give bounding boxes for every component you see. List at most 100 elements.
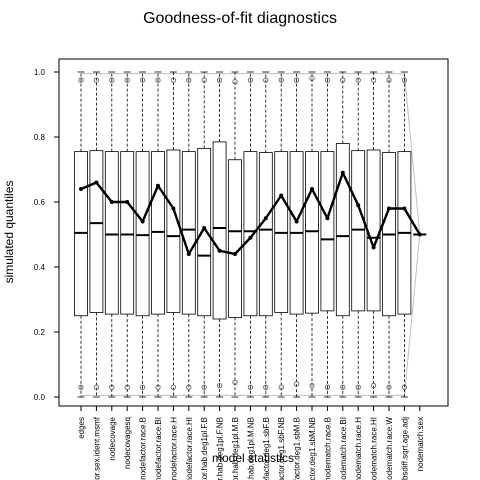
x-tick-label: nodematch.race.BI [339,417,348,480]
outlier-point [263,384,269,390]
observed-point [217,248,222,253]
x-tick-label: nodefactor.hab.deg1pl.M.NB [246,417,255,480]
outlier-point [78,77,84,83]
box-body [351,150,366,312]
box-2 [89,71,104,398]
x-tick-label: nodematch.race.B [323,417,332,480]
y-axis: 0.0 0.2 0.4 0.6 0.8 1.0 [34,68,60,402]
observed-point [417,232,422,237]
outlier-point [293,381,300,387]
box-body [366,149,381,312]
x-tick-label: nodefactor.race.HI [185,417,194,480]
box-body [197,147,212,317]
outlier-point [247,384,253,390]
box-12 [243,71,258,398]
observed-point [248,235,253,240]
box-4 [120,71,135,398]
x-tick-label: nodecovage [108,416,117,460]
x-tick-label: nodefactor.race.H [169,417,178,480]
observed-point [310,187,314,191]
box-body [120,151,135,315]
box-body [104,151,119,315]
x-tick-label: nodematch.sex [416,417,425,471]
observed-point [186,252,191,256]
x-tick-label: nodematch.race.W [385,417,394,480]
outlier-point [386,77,392,83]
outlier-point [263,77,269,83]
box-body [335,143,350,317]
box-6 [151,71,165,398]
box-body [320,151,335,312]
outlier-point [155,384,161,390]
x-tick-label: nodefactor.hab.deg1pl.F.B [200,417,209,480]
x-tick-label: nodematch.race.HI [370,417,379,480]
observed-point [109,200,114,204]
box-body [166,149,181,313]
observed-point [94,180,99,185]
outlier-point [309,383,315,389]
box-5 [135,71,150,398]
box-body [228,159,242,318]
outlier-point [370,383,377,389]
box-7 [166,71,181,398]
y-tick-label: 0.8 [34,133,46,142]
outlier-point [93,384,100,390]
x-tick-label: nodecovagesq [123,417,132,469]
observed-point [171,206,176,211]
x-tick-label: nodefactor.sex.ident.msmf [92,416,101,480]
x-axis: edges nodefactor.sex.ident.msmf nodecovage… [77,405,425,480]
outlier-point [232,79,238,85]
chart-title: Goodness-of-fit diagnostics [143,10,337,27]
outlier-point [309,75,315,82]
observed-point [79,187,83,191]
outlier-point [93,77,100,83]
x-tick-label: nodefactor.race.BI [154,417,163,480]
outlier-point [355,77,361,83]
outlier-point [324,77,330,83]
x-tick-label: nodefactor.deg1.sbM.B [293,417,302,480]
outlier-point [340,77,346,83]
box-3 [104,71,119,398]
observed-point [402,206,407,211]
observed-point [340,170,345,175]
y-tick-label: 0.6 [34,198,46,207]
outlier-point [109,77,115,83]
x-tick-label: nodefactor.deg1.sbF.B [262,417,271,480]
box-16 [305,71,319,398]
outlier-point [340,384,346,390]
y-tick-label: 0.4 [34,263,46,272]
box-15 [289,71,304,398]
x-tick-label: nodefactor.race.B [139,417,148,480]
box-body [212,141,227,320]
outlier-point [217,77,223,83]
box-17 [320,71,335,398]
outlier-point [201,77,207,83]
observed-point [125,200,130,204]
x-axis-label: model statistics [212,451,294,465]
envelope-low-line [81,234,421,396]
outlier-point [217,383,223,389]
observed-point [356,203,361,208]
box-20 [366,71,381,398]
outlier-point [401,77,407,83]
y-tick-label: 1.0 [34,68,46,77]
box-19 [351,71,366,398]
box-10 [212,71,227,398]
observed-point [387,206,391,211]
y-tick-label: 0.0 [34,393,46,402]
box-8 [181,71,196,398]
x-tick-label: nodematch.race.H [354,417,363,480]
observed-point [371,245,376,250]
box-body [181,151,196,315]
outlier-point [278,384,284,390]
box-22 [397,71,412,398]
outlier-point [140,77,146,83]
outlier-point [140,384,146,390]
outlier-point [355,384,361,390]
observed-point [140,219,145,224]
observed-point [263,216,268,221]
box-body [135,151,150,317]
outlier-point [186,384,192,390]
outlier-point [109,384,115,390]
box-body [243,151,258,317]
